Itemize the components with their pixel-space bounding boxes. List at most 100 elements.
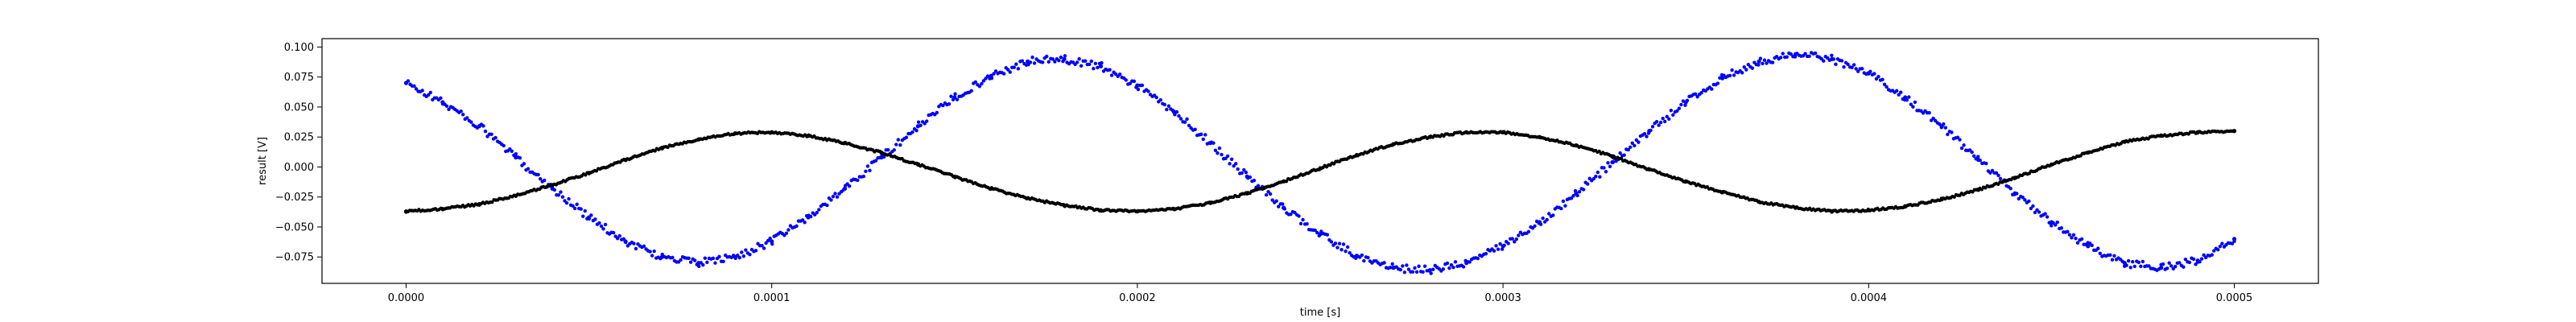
sample-point bbox=[1831, 57, 1836, 61]
sample-point bbox=[1996, 173, 2000, 178]
sample-point bbox=[518, 155, 522, 160]
sample-point bbox=[1165, 107, 1169, 112]
sample-point bbox=[1298, 221, 1303, 226]
sample-point bbox=[721, 259, 725, 263]
sample-point bbox=[2047, 221, 2051, 225]
sample-point bbox=[1506, 242, 1510, 246]
sample-point bbox=[764, 241, 768, 246]
sample-point bbox=[1216, 151, 1220, 155]
sample-point bbox=[412, 84, 416, 89]
sample-point bbox=[1874, 76, 1879, 81]
sample-point bbox=[2124, 263, 2128, 267]
x-axis: 0.0000 0.0001 0.0002 0.0003 0.0004 0.0005 bbox=[388, 283, 2252, 304]
sample-point bbox=[1232, 164, 1236, 168]
sample-point bbox=[2070, 236, 2074, 240]
y-tick-label: 0.000 bbox=[284, 162, 314, 174]
sample-point bbox=[786, 228, 791, 232]
sample-point bbox=[1742, 65, 1746, 69]
sample-point bbox=[1447, 266, 1451, 270]
sample-point bbox=[1502, 243, 1506, 248]
sample-point bbox=[1685, 98, 1690, 103]
sample-point bbox=[2212, 249, 2216, 253]
sample-point bbox=[1268, 192, 1273, 196]
sample-point bbox=[1606, 161, 1610, 165]
sample-point bbox=[1468, 260, 1472, 264]
sample-point bbox=[2054, 223, 2058, 227]
sample-point bbox=[1927, 110, 1931, 115]
sample-point bbox=[1740, 71, 1744, 75]
sample-point bbox=[589, 213, 593, 217]
sample-point bbox=[1185, 117, 1189, 122]
sample-point bbox=[1649, 128, 1653, 133]
sample-point bbox=[817, 208, 821, 212]
sample-point bbox=[1622, 153, 1626, 157]
sample-point bbox=[1946, 132, 1950, 137]
y-tick-label: 0.050 bbox=[284, 101, 314, 114]
sample-point bbox=[648, 250, 652, 254]
sample-point bbox=[579, 207, 583, 211]
sample-point bbox=[2067, 233, 2072, 237]
sample-point bbox=[711, 256, 716, 261]
sample-point bbox=[1882, 82, 1887, 86]
sample-point bbox=[1679, 102, 1683, 107]
sample-point bbox=[1088, 62, 1092, 67]
y-tick-label: 0.025 bbox=[284, 132, 314, 144]
sample-point bbox=[1513, 240, 1517, 244]
sample-point bbox=[923, 122, 927, 126]
sample-point bbox=[489, 132, 493, 137]
sample-point bbox=[697, 264, 701, 269]
sample-point bbox=[1284, 180, 1289, 184]
sample-point bbox=[1598, 175, 1602, 179]
sample-point bbox=[1545, 217, 1549, 222]
sample-point bbox=[1242, 167, 1246, 172]
sample-point bbox=[650, 254, 654, 258]
sample-point bbox=[1183, 120, 1187, 124]
sample-point bbox=[1765, 61, 1769, 65]
sample-point bbox=[2140, 259, 2145, 264]
sample-point bbox=[1016, 67, 1021, 71]
sample-point bbox=[1220, 152, 1224, 157]
sample-point bbox=[993, 69, 998, 73]
sample-point bbox=[406, 79, 411, 83]
y-axis-label: result [V] bbox=[257, 137, 269, 185]
sample-point bbox=[1842, 65, 1846, 69]
sample-point bbox=[1541, 216, 1545, 221]
sample-point bbox=[439, 96, 443, 101]
sample-point bbox=[1976, 155, 1980, 159]
sample-point bbox=[1526, 229, 1531, 234]
sample-point bbox=[1971, 154, 1976, 158]
sample-point bbox=[1225, 154, 1230, 159]
sample-point bbox=[1146, 89, 1150, 93]
sample-point bbox=[904, 135, 909, 139]
sample-point bbox=[1905, 97, 1909, 102]
sample-point bbox=[1281, 202, 1285, 206]
sample-point bbox=[760, 243, 764, 248]
sample-point bbox=[634, 246, 638, 251]
sample-point bbox=[856, 178, 860, 183]
sample-point bbox=[2126, 258, 2131, 263]
sample-point bbox=[567, 196, 571, 201]
sample-point bbox=[1500, 247, 1505, 251]
sample-point bbox=[984, 76, 988, 80]
sample-point bbox=[1931, 116, 1935, 121]
sample-point bbox=[1344, 249, 1348, 254]
sample-point bbox=[1199, 132, 1203, 137]
sample-point bbox=[1345, 245, 1350, 250]
sample-point bbox=[1642, 132, 1647, 136]
sample-point bbox=[949, 94, 953, 98]
sample-point bbox=[2110, 258, 2115, 262]
sample-point bbox=[1830, 53, 1834, 58]
sample-point bbox=[2033, 210, 2037, 215]
sample-point bbox=[2037, 210, 2041, 214]
sample-point bbox=[748, 253, 752, 257]
sample-point bbox=[795, 224, 799, 229]
sample-point bbox=[1228, 162, 1232, 166]
sample-point bbox=[803, 221, 807, 225]
sample-point bbox=[705, 260, 709, 265]
sample-point bbox=[1533, 224, 1537, 229]
sample-point bbox=[1950, 130, 1954, 134]
sample-point bbox=[2015, 192, 2019, 196]
sample-point bbox=[1093, 61, 1098, 66]
sample-point bbox=[1681, 99, 1686, 103]
sample-point bbox=[825, 203, 829, 208]
